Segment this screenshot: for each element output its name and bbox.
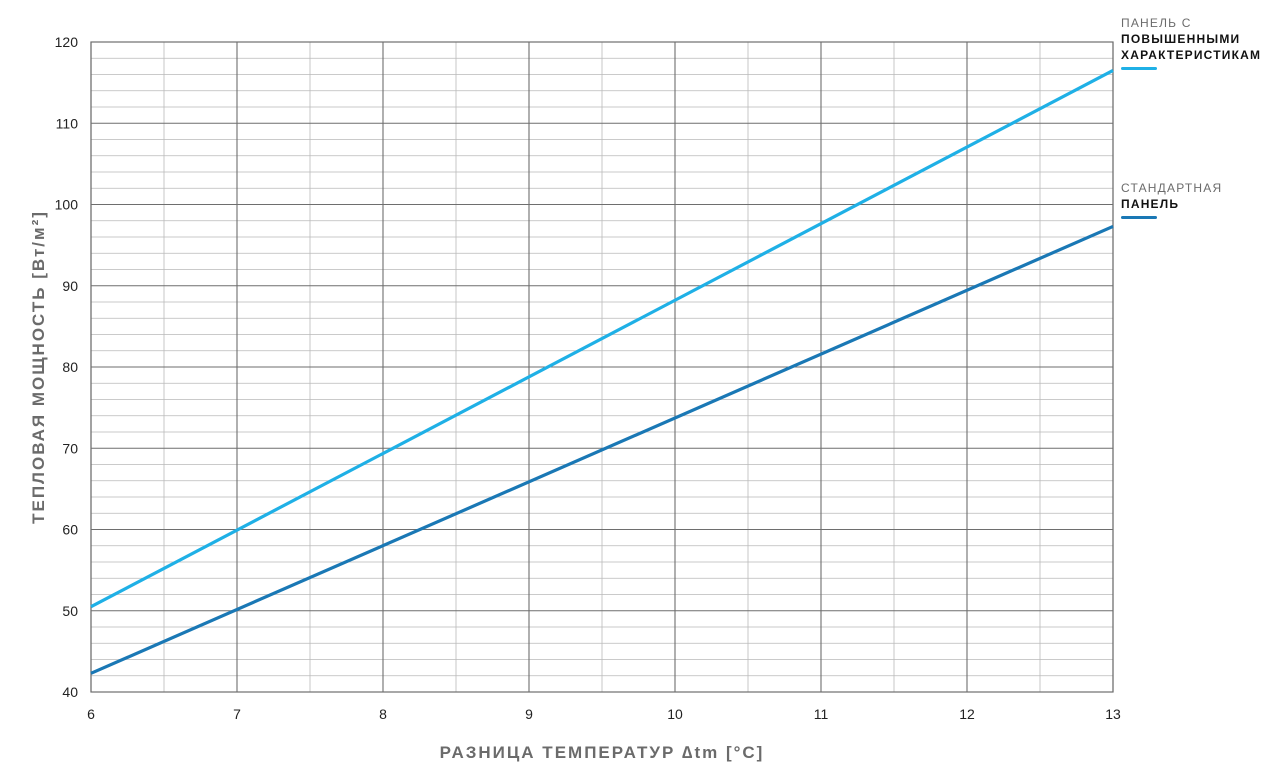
legend-label-line1: ПАНЕЛЬ С bbox=[1121, 16, 1192, 30]
x-tick-label: 12 bbox=[959, 706, 975, 722]
legend-item-standard-panel: СТАНДАРТНАЯ ПАНЕЛЬ bbox=[1121, 180, 1261, 219]
y-tick-label: 60 bbox=[62, 522, 78, 538]
plot-frame bbox=[90, 41, 1114, 693]
legend-item-enhanced-panel: ПАНЕЛЬ С ПОВЫШЕННЫМИ ХАРАКТЕРИСТИКАМИ bbox=[1121, 15, 1261, 70]
chart-grid bbox=[90, 41, 1114, 693]
legend-label-line3: ХАРАКТЕРИСТИКАМИ bbox=[1121, 48, 1261, 62]
legend-swatch-enhanced-panel bbox=[1121, 67, 1157, 70]
legend-label-line2: ПАНЕЛЬ bbox=[1121, 197, 1180, 211]
legend-swatch-standard-panel bbox=[1121, 216, 1157, 219]
series-line-enhanced-panel bbox=[90, 69, 1114, 609]
x-tick-label: 10 bbox=[667, 706, 683, 722]
y-tick-label: 40 bbox=[62, 684, 78, 700]
legend-label-line2: ПОВЫШЕННЫМИ bbox=[1121, 32, 1241, 46]
y-tick-label: 110 bbox=[56, 115, 79, 131]
legend-label-line1: СТАНДАРТНАЯ bbox=[1121, 181, 1223, 195]
tick-labels: 6 7 8 9 10 11 12 13 40 50 60 70 80 90 100 110 120 bbox=[55, 34, 1121, 722]
chart-series bbox=[90, 69, 1114, 675]
y-tick-label: 80 bbox=[62, 359, 78, 375]
x-tick-label: 13 bbox=[1105, 706, 1121, 722]
y-tick-label: 120 bbox=[55, 34, 79, 50]
y-tick-label: 70 bbox=[62, 440, 78, 456]
x-tick-label: 11 bbox=[814, 706, 829, 722]
series-line-standard-panel bbox=[90, 224, 1114, 675]
x-tick-label: 6 bbox=[87, 706, 95, 722]
y-axis-title: ТЕПЛОВАЯ МОЩНОСТЬ [Вт/м²] bbox=[29, 210, 48, 524]
y-tick-label: 90 bbox=[62, 278, 78, 294]
x-tick-label: 8 bbox=[379, 706, 387, 722]
x-tick-label: 7 bbox=[233, 706, 241, 722]
x-axis-title: РАЗНИЦА ТЕМПЕРАТУР ∆tm [°C] bbox=[440, 743, 765, 762]
y-tick-label: 50 bbox=[62, 603, 78, 619]
x-tick-label: 9 bbox=[525, 706, 533, 722]
y-tick-label: 100 bbox=[55, 197, 79, 213]
